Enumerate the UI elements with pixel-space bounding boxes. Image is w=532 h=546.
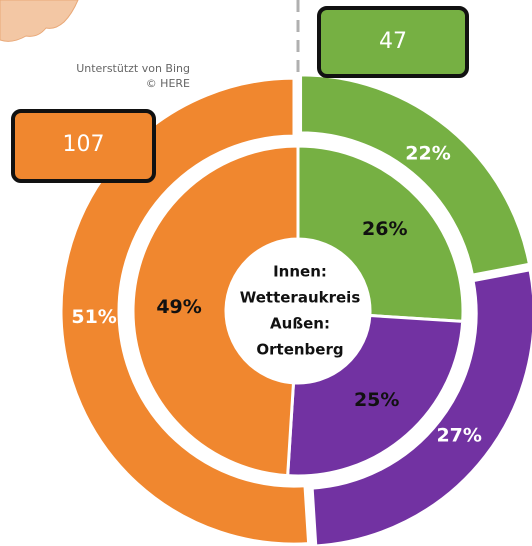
annotations: 107 47 (11, 6, 469, 183)
attribution: Unterstützt von Bing (76, 62, 190, 75)
center-label: Ortenberg (256, 341, 343, 359)
donut-slice (59, 76, 311, 546)
value-box-label: 107 (63, 132, 105, 157)
donut-slice (299, 73, 532, 277)
value-box (11, 109, 156, 183)
donut-slice (310, 268, 532, 546)
data-label: 51% (71, 306, 116, 328)
center-label: Innen: (273, 263, 327, 281)
value-box-label: 47 (379, 29, 407, 54)
data-label: 49% (156, 296, 201, 318)
data-label: 27% (436, 425, 481, 447)
map-fragment (0, 0, 79, 42)
value-box (317, 6, 469, 78)
data-label: 25% (354, 389, 399, 411)
donut-slice (296, 144, 465, 323)
data-label: 22% (405, 142, 450, 164)
donut-slice (131, 144, 300, 478)
data-label: 26% (362, 218, 407, 240)
center-label: Wetteraukreis (240, 289, 361, 307)
attribution: © HERE (146, 77, 190, 90)
center-label: Außen: (270, 315, 330, 333)
donut-slice (286, 313, 465, 478)
donut: 26% 25% 49% 22% 27% 51% Innen: Wetteraukreis Auß… (59, 73, 532, 546)
